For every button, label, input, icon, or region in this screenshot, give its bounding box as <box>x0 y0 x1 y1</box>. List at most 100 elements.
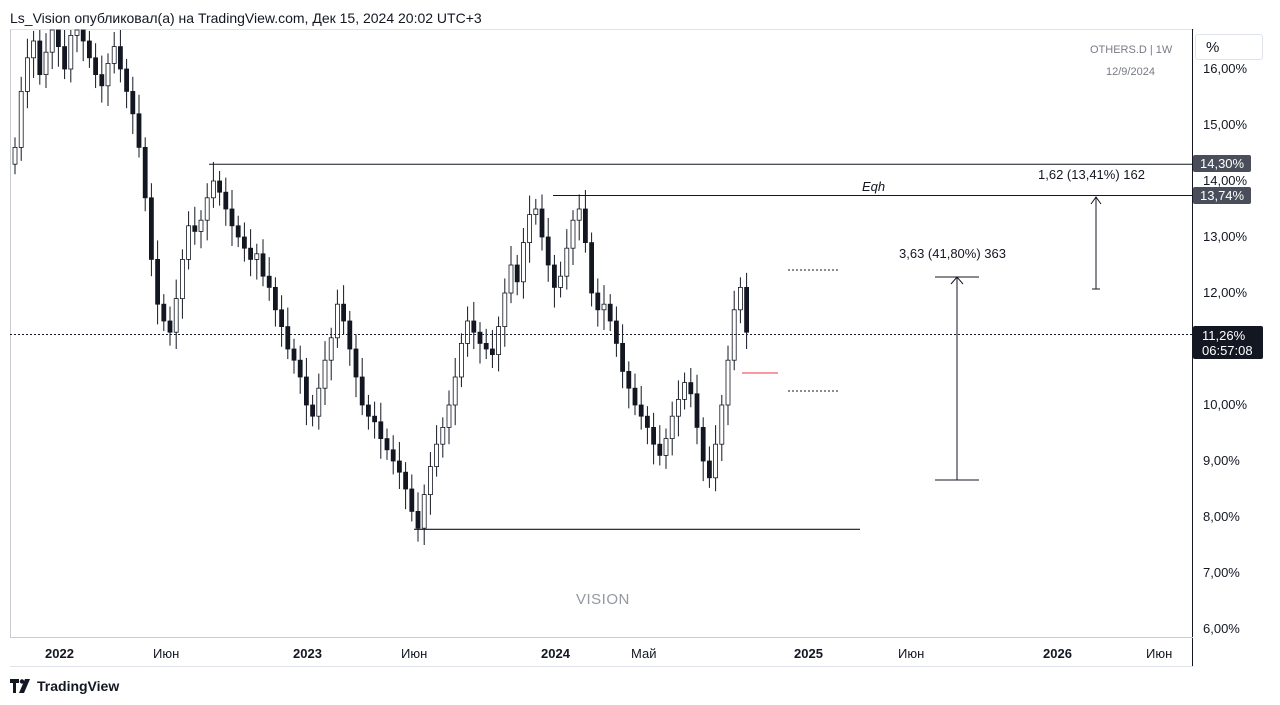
candle-up <box>564 247 570 277</box>
candle-down <box>167 320 173 333</box>
candle-down <box>396 460 402 473</box>
candle-up <box>421 494 427 529</box>
candle-up <box>669 415 675 440</box>
candle-down <box>260 253 266 277</box>
price-tick-label: 13,00% <box>1203 229 1248 244</box>
candle-down <box>223 191 229 210</box>
candle-up <box>465 320 471 344</box>
candle-down <box>365 404 371 417</box>
candle-down <box>248 247 254 260</box>
candle-up <box>682 382 687 400</box>
candle-down <box>657 443 663 456</box>
candle-down <box>124 68 129 92</box>
candle-down <box>471 320 477 333</box>
candle-down <box>688 382 694 395</box>
candle-down <box>93 57 98 75</box>
candle-up <box>328 337 334 361</box>
candle-up <box>18 91 24 148</box>
candle-down <box>155 258 161 305</box>
candle-up <box>676 398 681 417</box>
price-tag-high: 14,30% <box>1193 155 1252 173</box>
bar-countdown: 06:57:08 <box>1202 343 1253 358</box>
candle-up <box>316 387 322 417</box>
candle-down <box>614 320 619 344</box>
candle-down <box>483 342 489 350</box>
candle-down <box>130 91 136 115</box>
candle-up <box>204 197 210 221</box>
chart-frame[interactable] <box>10 29 1194 638</box>
candle-down <box>229 208 235 227</box>
time-tick-label: 2024 <box>541 646 570 661</box>
price-tick-label: 6,00% <box>1203 621 1240 636</box>
candle-up <box>427 466 433 496</box>
candle-up <box>105 63 111 87</box>
candle-down <box>136 113 142 148</box>
candle-up <box>496 326 502 356</box>
candle-down <box>638 404 644 417</box>
candle-down <box>384 438 390 451</box>
candle-down <box>632 387 638 406</box>
candle-up <box>738 286 743 311</box>
time-tick-label: 2026 <box>1043 646 1072 661</box>
candle-down <box>99 74 105 87</box>
candle-up <box>186 225 192 260</box>
time-axis-border <box>10 637 1193 638</box>
candle-down <box>545 236 551 266</box>
candle-down <box>477 331 483 344</box>
candle-up <box>508 264 514 294</box>
candle-down <box>266 275 272 288</box>
candle-up <box>179 258 185 299</box>
candle-up <box>111 46 117 64</box>
candle-up <box>725 359 731 406</box>
candle-down <box>372 415 378 423</box>
tradingview-icon <box>10 679 30 693</box>
candle-up <box>502 292 508 327</box>
chart-header: Ls_Vision опубликовал(а) на TradingView.… <box>10 10 482 26</box>
candle-down <box>651 426 656 445</box>
candle-down <box>645 415 650 428</box>
candle-up <box>458 342 464 378</box>
candle-down <box>347 320 353 350</box>
candle-down <box>235 225 241 238</box>
time-tick-label: 2022 <box>45 646 74 661</box>
candle-up <box>74 29 80 36</box>
candle-up <box>576 208 582 221</box>
candle-down <box>552 264 557 288</box>
candle-down <box>148 197 154 260</box>
percent-scale-button[interactable]: % <box>1195 34 1263 60</box>
candle-down <box>192 225 198 232</box>
candle-up <box>173 298 179 333</box>
candle-down <box>310 404 316 417</box>
candle-down <box>87 40 92 59</box>
candle-down <box>303 376 309 406</box>
price-tick-label: 16,00% <box>1203 61 1248 76</box>
candle-down <box>489 348 495 355</box>
measure-2-label: 3,63 (41,80%) 363 <box>899 246 1006 261</box>
candle-down <box>589 242 594 294</box>
candle-up <box>322 359 328 389</box>
candle-up <box>440 426 446 445</box>
candle-down <box>707 460 712 479</box>
candle-down <box>607 303 613 322</box>
candle-down <box>626 370 632 389</box>
candle-up <box>31 40 37 59</box>
price-tick-label: 7,00% <box>1203 565 1240 580</box>
candle-down <box>285 326 291 350</box>
price-scale-border <box>1192 29 1193 667</box>
candle-up <box>43 51 49 76</box>
tradingview-logo[interactable]: TradingView <box>10 678 119 694</box>
candle-down <box>378 421 384 439</box>
candle-down <box>56 29 61 48</box>
candle-down <box>37 40 43 75</box>
measure-1-label: 1,62 (13,41%) 162 <box>1038 167 1145 182</box>
time-axis-bottom-border <box>10 666 1193 667</box>
candle-up <box>521 242 526 283</box>
candle-up <box>49 29 55 53</box>
candle-down <box>217 180 223 193</box>
watermark-text: VISION <box>576 591 630 608</box>
time-tick-label: Июн <box>153 646 180 661</box>
candle-down <box>341 303 347 322</box>
candle-down <box>353 348 359 378</box>
candle-up <box>731 309 737 361</box>
